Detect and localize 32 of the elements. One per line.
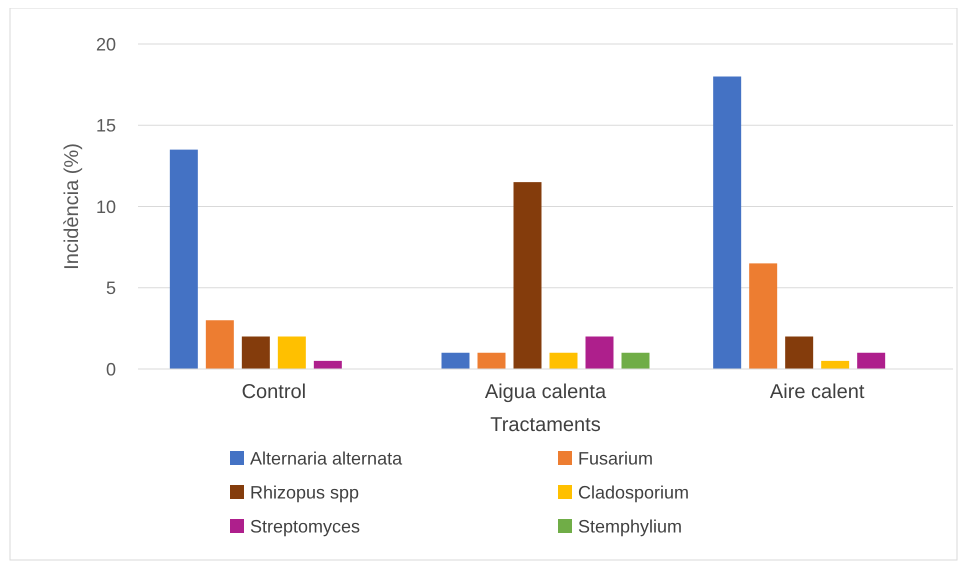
legend-label: Cladosporium xyxy=(578,482,690,502)
bar xyxy=(821,360,850,369)
y-tick-label: 5 xyxy=(106,278,116,298)
bar xyxy=(857,352,886,369)
y-tick-label: 20 xyxy=(96,34,116,54)
y-tick-label: 0 xyxy=(106,359,116,380)
bar xyxy=(785,336,814,369)
legend-label: Stemphylium xyxy=(578,516,682,536)
bar xyxy=(586,336,614,369)
bar xyxy=(170,150,198,369)
legend-label: Streptomyces xyxy=(250,516,360,536)
bar xyxy=(278,336,306,369)
y-tick-label: 15 xyxy=(96,116,116,136)
bar xyxy=(478,352,506,369)
bar xyxy=(242,336,270,369)
bar xyxy=(713,76,742,369)
bar xyxy=(622,352,650,369)
bar xyxy=(314,360,342,369)
x-axis-title: Tractaments xyxy=(490,414,601,436)
bar xyxy=(206,320,234,369)
bar xyxy=(442,352,470,369)
x-tick-label: Aire calent xyxy=(770,381,865,403)
bar xyxy=(514,182,542,369)
legend-label: Rhizopus spp xyxy=(250,482,360,502)
legend-label: Fusarium xyxy=(578,448,654,468)
y-tick-label: 10 xyxy=(96,196,116,217)
x-tick-label: Aigua calenta xyxy=(484,381,607,403)
x-tick-label: Control xyxy=(242,381,306,403)
bar xyxy=(550,352,578,369)
y-axis-title: Incidència (%) xyxy=(61,143,83,270)
bar xyxy=(749,263,778,369)
legend-label: Alternaria alternata xyxy=(250,448,404,468)
